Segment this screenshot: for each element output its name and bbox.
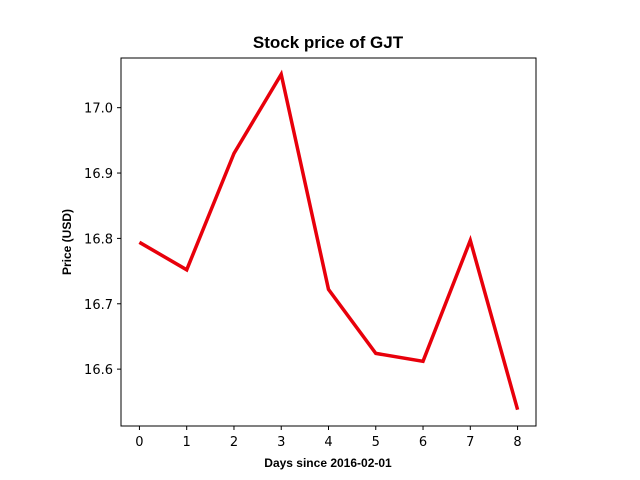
x-axis: 0 1 2 3 4 5 6 7 8 (135, 426, 522, 450)
price-line (138, 69, 520, 411)
x-tick-label: 1 (183, 435, 191, 450)
plot-area (120, 57, 537, 427)
y-tick-label: 16.8 (84, 232, 113, 247)
x-tick-label: 3 (277, 435, 285, 450)
series-layer (138, 69, 520, 411)
y-tick-label: 16.6 (84, 363, 113, 378)
x-tick-label: 8 (513, 435, 521, 450)
x-tick-label: 2 (230, 435, 238, 450)
x-tick-label: 7 (466, 435, 474, 450)
y-tick-label: 17.0 (84, 102, 113, 117)
x-axis-label: Days since 2016-02-01 (264, 456, 392, 470)
chart-title: Stock price of GJT (253, 33, 404, 52)
y-tick-label: 16.7 (84, 298, 113, 313)
y-tick-label: 16.9 (84, 167, 113, 182)
x-tick-label: 4 (324, 435, 332, 450)
x-tick-label: 5 (372, 435, 380, 450)
x-tick-label: 0 (135, 435, 143, 450)
y-axis-label: Price (USD) (60, 209, 74, 275)
y-axis: 16.6 16.7 16.8 16.9 17.0 (84, 102, 121, 378)
x-tick-label: 6 (419, 435, 427, 450)
